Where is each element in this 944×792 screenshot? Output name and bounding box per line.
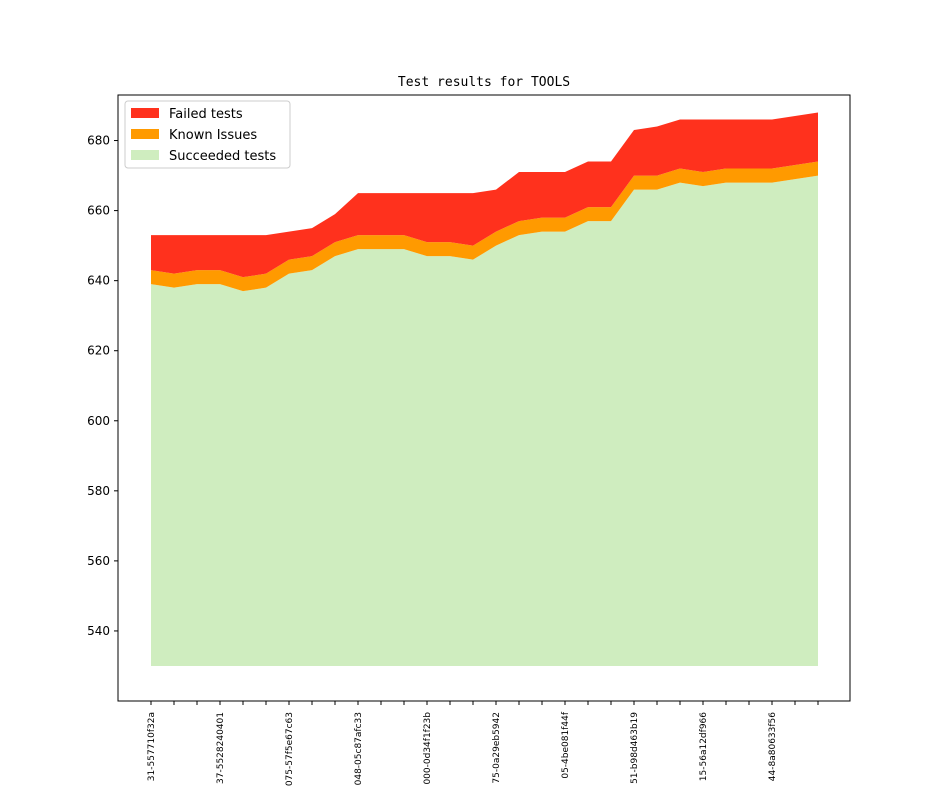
legend-label: Known Issues (169, 128, 257, 143)
chart-title: Test results for TOOLS (398, 75, 570, 90)
legend-swatch-succeeded-tests (131, 150, 159, 160)
x-tick-label: 31-557710f32a (147, 712, 157, 781)
area-known-issues (151, 161, 818, 292)
x-tick-label: 15-56a12df966 (699, 712, 709, 781)
y-tick-label: 560 (87, 554, 110, 568)
y-tick-label: 660 (87, 204, 110, 218)
legend-box (124, 100, 291, 169)
legend-label: Succeeded tests (169, 149, 276, 164)
x-tick-label: 05-4be081f44f (561, 711, 571, 778)
y-tick-label: 620 (87, 344, 110, 358)
y-tick-label: 580 (87, 484, 110, 498)
x-tick-label: 075-57f5e67c63 (285, 712, 295, 786)
legend-label: Failed tests (169, 107, 243, 122)
y-axis: 540 560 580 600 620 640 660 680 (87, 134, 118, 638)
y-tick-label: 680 (87, 134, 110, 148)
x-tick-label: 51-b98d463b19 (630, 712, 640, 784)
x-tick-label: 000-0d34f1f23b (423, 712, 433, 785)
legend-swatch-failed-tests (131, 108, 159, 118)
y-tick-label: 540 (87, 624, 110, 638)
y-tick-label: 640 (87, 274, 110, 288)
x-tick-label: 048-05c87afc33 (354, 712, 364, 785)
area-failed-tests (151, 112, 818, 278)
y-tick-label: 600 (87, 414, 110, 428)
legend-swatch-known-issues (131, 129, 159, 139)
x-tick-label: 44-8a80633f56 (768, 712, 778, 781)
area-succeeded-tests (151, 175, 818, 666)
x-axis: 31-557710f32a 37-5528240401 075-57f5e67c63… (147, 701, 819, 786)
plot-frame (117, 94, 851, 702)
x-tick-label: 37-5528240401 (216, 712, 226, 784)
legend: Failed tests Known Issues Succeeded tests (124, 100, 291, 169)
area-series-group (151, 112, 818, 666)
x-tick-label: 75-0a29eb5942 (492, 712, 502, 784)
